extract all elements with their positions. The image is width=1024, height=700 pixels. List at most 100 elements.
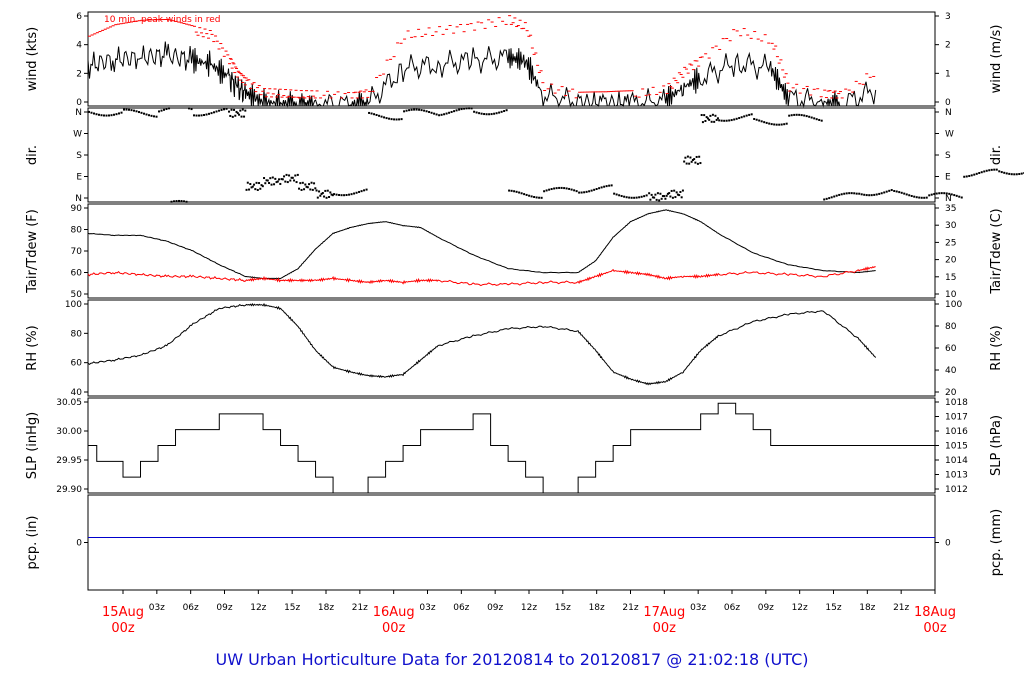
dir-point — [430, 111, 433, 114]
dir-point — [655, 198, 658, 201]
dir-point — [753, 117, 756, 120]
y-axis-label-right: dir. — [989, 145, 1004, 165]
y-tick-label-right: W — [945, 130, 954, 140]
dir-point — [110, 114, 113, 117]
dir-point — [280, 178, 283, 181]
dir-point — [468, 107, 471, 110]
dir-point — [883, 191, 886, 194]
dir-point — [370, 112, 373, 115]
dir-point — [245, 188, 248, 191]
y-tick-label-left: 100 — [65, 300, 82, 310]
dir-point — [440, 113, 443, 116]
dir-point — [800, 114, 803, 117]
dir-point — [175, 200, 178, 203]
dir-point — [251, 185, 254, 188]
dir-point — [656, 192, 659, 195]
dir-point — [345, 194, 348, 197]
dir-point — [985, 169, 988, 172]
dir-point — [730, 119, 733, 122]
dir-point — [453, 110, 456, 113]
dir-point — [266, 179, 269, 182]
y-tick-label-right: 1016 — [945, 427, 968, 437]
dir-point — [295, 181, 298, 184]
dir-point — [108, 114, 111, 117]
dir-point — [291, 176, 294, 179]
dir-point — [870, 194, 873, 197]
dir-point — [205, 113, 208, 116]
dir-point — [793, 113, 796, 116]
dir-point — [640, 195, 643, 198]
dir-point — [688, 162, 691, 165]
dir-point — [583, 191, 586, 194]
dir-point — [320, 192, 323, 195]
dir-point — [940, 192, 943, 195]
dir-point — [120, 111, 123, 114]
dir-point — [725, 119, 728, 122]
dir-point — [465, 107, 468, 110]
dir-point — [403, 110, 406, 113]
dir-point — [943, 192, 946, 195]
dir-point — [708, 118, 711, 121]
tair-line — [87, 209, 876, 280]
dir-point — [780, 123, 783, 126]
dir-point — [670, 189, 673, 192]
dir-point — [270, 183, 273, 186]
dir-point — [435, 113, 438, 116]
dir-point — [243, 115, 246, 118]
y-tick-label-right: 35 — [945, 204, 956, 214]
dir-point — [500, 110, 503, 113]
dir-point — [770, 123, 773, 126]
dir-point — [333, 193, 336, 196]
dir-point — [923, 196, 926, 199]
dir-point — [300, 188, 303, 191]
dir-point — [898, 191, 901, 194]
dir-point — [680, 196, 683, 199]
dir-point — [168, 107, 171, 110]
dir-point — [510, 189, 513, 192]
y-tick-label-right: 10 — [945, 290, 957, 300]
dir-point — [400, 118, 403, 121]
dir-point — [505, 109, 508, 112]
dir-point — [610, 184, 613, 187]
dir-point — [703, 114, 706, 117]
dir-point — [645, 194, 648, 197]
dir-point — [649, 198, 652, 201]
dir-point — [98, 113, 101, 116]
y-tick-label-right: 1017 — [945, 413, 968, 423]
dir-point — [890, 189, 893, 192]
dir-point — [113, 113, 116, 116]
dir-point — [326, 189, 329, 192]
dir-point — [274, 177, 277, 180]
dir-point — [540, 196, 543, 199]
dir-point — [955, 194, 958, 197]
dir-point — [319, 194, 322, 197]
dir-point — [693, 158, 696, 161]
dir-point — [671, 196, 674, 199]
dir-point — [738, 117, 741, 120]
dir-point — [1005, 172, 1008, 175]
dir-point — [773, 123, 776, 126]
dir-point — [835, 194, 838, 197]
y-tick-label-left: 0 — [76, 98, 82, 108]
dir-point — [813, 117, 816, 120]
x-hour-label: 09z — [487, 603, 503, 613]
dir-point — [998, 170, 1001, 173]
dir-point — [190, 108, 193, 111]
dir-point — [728, 119, 731, 122]
dir-point — [293, 179, 296, 182]
y-tick-label-right: 0 — [945, 539, 951, 549]
y-tick-label-right: 60 — [945, 344, 957, 354]
dir-point — [388, 117, 391, 120]
dir-point — [188, 107, 191, 110]
dir-point — [666, 192, 669, 195]
dir-point — [313, 182, 316, 185]
dir-point — [765, 121, 768, 124]
dir-point — [700, 114, 703, 117]
dir-point — [938, 192, 941, 195]
dir-point — [473, 110, 476, 113]
dir-point — [229, 114, 232, 117]
dir-point — [648, 192, 651, 195]
dir-point — [490, 113, 493, 116]
dir-point — [903, 192, 906, 195]
dir-point — [888, 189, 891, 192]
